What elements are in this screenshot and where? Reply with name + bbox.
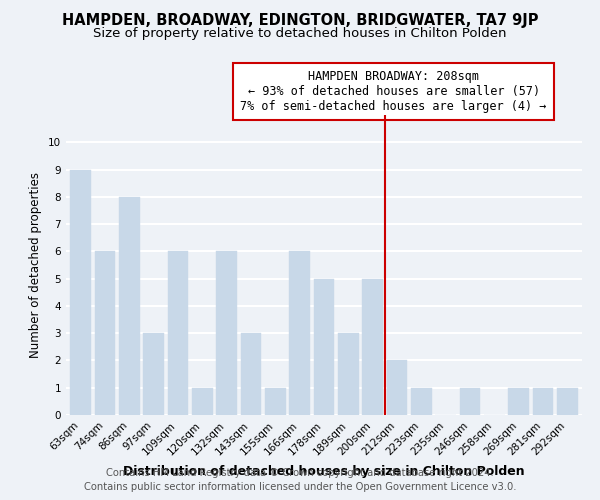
Bar: [241, 333, 262, 415]
Bar: [508, 388, 529, 415]
Bar: [460, 388, 481, 415]
Bar: [143, 333, 164, 415]
Bar: [557, 388, 578, 415]
Bar: [192, 388, 212, 415]
Bar: [95, 252, 115, 415]
Bar: [338, 333, 359, 415]
Text: HAMPDEN BROADWAY: 208sqm
← 93% of detached houses are smaller (57)
7% of semi-de: HAMPDEN BROADWAY: 208sqm ← 93% of detach…: [241, 70, 547, 113]
Bar: [362, 278, 383, 415]
Bar: [167, 252, 188, 415]
Text: Contains HM Land Registry data © Crown copyright and database right 2024.
Contai: Contains HM Land Registry data © Crown c…: [84, 468, 516, 492]
Y-axis label: Number of detached properties: Number of detached properties: [29, 172, 43, 358]
X-axis label: Distribution of detached houses by size in Chilton Polden: Distribution of detached houses by size …: [123, 465, 525, 478]
Bar: [314, 278, 334, 415]
Bar: [216, 252, 237, 415]
Text: HAMPDEN, BROADWAY, EDINGTON, BRIDGWATER, TA7 9JP: HAMPDEN, BROADWAY, EDINGTON, BRIDGWATER,…: [62, 12, 538, 28]
Bar: [265, 388, 286, 415]
Bar: [386, 360, 407, 415]
Bar: [70, 170, 91, 415]
Bar: [411, 388, 432, 415]
Bar: [289, 252, 310, 415]
Bar: [119, 197, 140, 415]
Text: Size of property relative to detached houses in Chilton Polden: Size of property relative to detached ho…: [93, 28, 507, 40]
Bar: [533, 388, 553, 415]
